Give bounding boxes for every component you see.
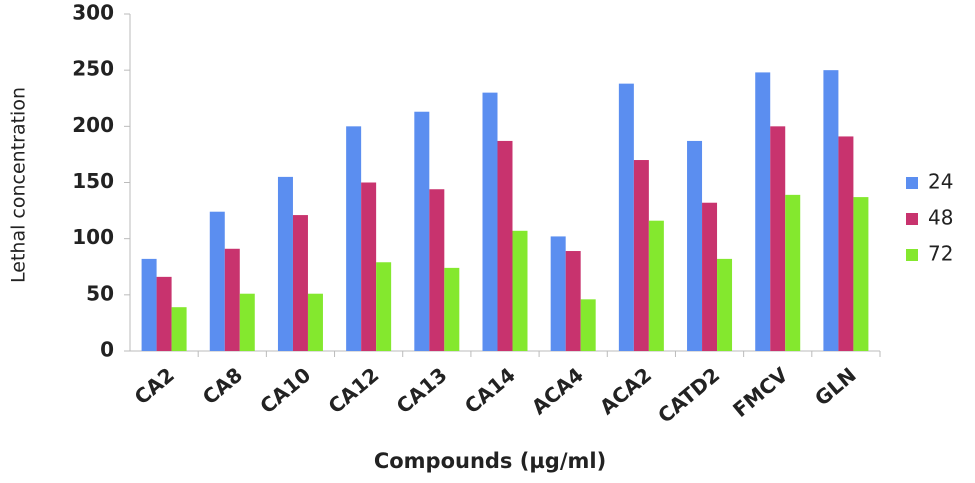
legend-label: 48 <box>928 206 953 230</box>
legend-swatch <box>906 249 918 261</box>
bar <box>785 194 801 351</box>
bar <box>770 126 786 351</box>
bar <box>361 182 377 351</box>
y-axis-label: Lethal concentration <box>8 87 30 283</box>
x-tick-label: CA13 <box>392 363 452 419</box>
y-tick-label: 100 <box>72 225 114 249</box>
bar <box>307 293 323 351</box>
x-tick-label: GLN <box>810 363 861 411</box>
bar <box>482 92 498 351</box>
bar <box>444 267 460 351</box>
y-tick-label: 50 <box>86 281 114 305</box>
x-tick-label: CA12 <box>324 363 384 419</box>
bar <box>648 220 664 351</box>
bar <box>702 202 718 351</box>
bar <box>414 111 430 351</box>
bar <box>755 72 771 351</box>
y-tick-label: 150 <box>72 169 114 193</box>
x-tick-label: ACA2 <box>595 363 656 420</box>
bar <box>853 197 869 351</box>
y-tick-label: 300 <box>72 1 114 25</box>
bar <box>618 83 634 351</box>
y-tick-label: 200 <box>72 113 114 137</box>
bar <box>550 236 566 351</box>
bar <box>292 215 308 351</box>
bar <box>376 262 392 351</box>
bar <box>171 307 187 351</box>
y-tick-label: 0 <box>100 338 114 362</box>
x-tick-label: CA10 <box>255 363 315 419</box>
bar <box>633 160 649 351</box>
x-tick-label: FMCV <box>728 362 793 422</box>
bar <box>141 258 157 351</box>
x-tick-label: CA2 <box>130 363 179 410</box>
legend-label: 72 <box>928 242 953 266</box>
legend-label: 24 <box>928 170 953 194</box>
legend-swatch <box>906 177 918 189</box>
bar <box>277 176 293 351</box>
bar <box>717 258 733 351</box>
x-tick-label: CA8 <box>198 363 247 410</box>
bar <box>565 251 581 351</box>
bar <box>156 276 172 351</box>
bar <box>512 230 528 351</box>
x-tick-label: CA14 <box>460 363 520 419</box>
bar <box>497 140 513 351</box>
bar <box>429 189 445 351</box>
bar <box>239 293 255 351</box>
bar <box>838 136 854 351</box>
bar <box>224 248 240 351</box>
bar <box>687 140 703 351</box>
x-tick-label: ACA4 <box>527 363 588 420</box>
bar <box>209 211 225 351</box>
legend-swatch <box>906 213 918 225</box>
y-tick-label: 250 <box>72 57 114 81</box>
x-tick-label: CATD2 <box>653 363 724 428</box>
bar <box>580 299 596 351</box>
bar <box>346 126 362 351</box>
bar <box>823 70 839 352</box>
x-axis-label: Compounds (µg/ml) <box>374 449 606 473</box>
